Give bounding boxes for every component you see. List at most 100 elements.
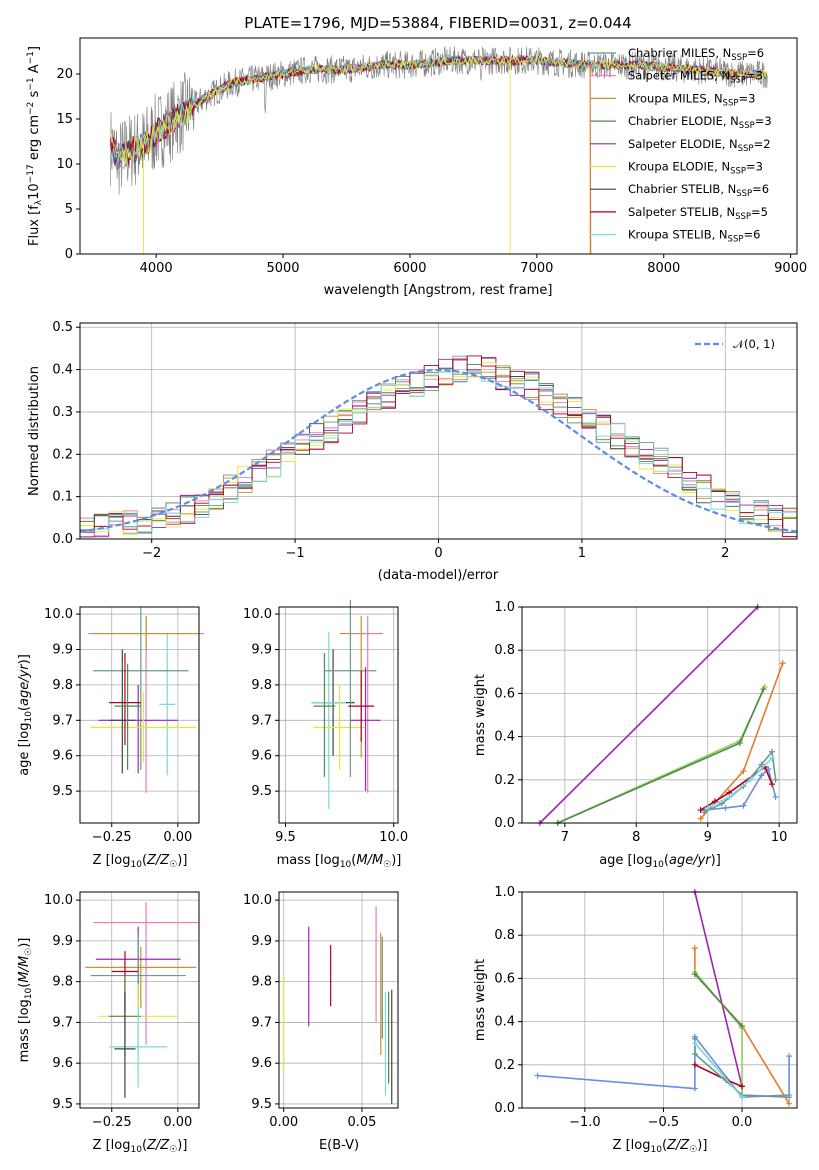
- y-tick-label: 9.8: [52, 975, 73, 990]
- weight-line: [539, 606, 759, 824]
- mass-vs-Z-panel: −0.25 0.00 9.5 9.6 9.7 9.8 9.9 10.0 Z [log10(Z/…: [17, 891, 200, 1155]
- y-tick-label: 10.0: [243, 607, 272, 622]
- x-tick-label: −0.25: [92, 1115, 132, 1130]
- mass-vs-Z-errorbars: [85, 902, 199, 1098]
- y-tick-label: 9.5: [52, 784, 73, 799]
- y-tick-label: 10.0: [44, 893, 73, 908]
- weight-line: [557, 686, 766, 824]
- weight-marker: [786, 1094, 793, 1101]
- y-tick-label: 1.0: [494, 885, 515, 900]
- x-tick-label: 9: [704, 830, 712, 845]
- weight-line: [537, 1034, 790, 1099]
- residual-panel: −2 −1 0 1 2 0.0 0.1 0.2 0.3 0.4 0.5 (data-model)/e…: [27, 320, 798, 583]
- x-tick-label: 2: [721, 546, 729, 561]
- weight-marker: [736, 740, 743, 747]
- y-tick-label: 9.5: [251, 1097, 272, 1112]
- residual-histograms: [79, 355, 798, 538]
- x-tick-label: 5000: [266, 261, 299, 276]
- y-tick-label: 10: [56, 157, 73, 172]
- weight-marker: [786, 1100, 793, 1107]
- age-vs-Z-panel: −0.25 0.00 9.5 9.6 9.7 9.8 9.9 10.0 Z [log10(Z/…: [17, 606, 205, 870]
- y-tick-label: 0.0: [494, 1101, 515, 1116]
- weight-line: [694, 891, 743, 1087]
- mass-vs-EBV-xlabel: E(B-V): [319, 1138, 359, 1153]
- x-tick-label: 1: [578, 546, 586, 561]
- x-tick-label: −0.5: [648, 1115, 680, 1130]
- y-tick-label: 9.9: [251, 642, 272, 657]
- weight-marker: [769, 781, 775, 788]
- weight-line: [557, 688, 765, 824]
- weight-marker: [769, 748, 775, 755]
- legend-entry: Chabrier MILES, NSSP=6: [628, 46, 764, 63]
- mass-vs-EBV-panel: 0.00 0.05 9.5 9.6 9.7 9.8 9.9 10.0 E(B-V): [243, 891, 399, 1153]
- weight-marker: [691, 1051, 698, 1057]
- age-vs-Z-xlabel: Z [log10(Z/Z☉)]: [93, 853, 188, 870]
- weight-vs-age-panel: 7 8 9 10 0.0 0.2 0.4 0.6 0.8 1.0 age [log10(age/y…: [473, 600, 798, 870]
- weight-marker: [740, 802, 747, 809]
- legend-entry: Chabrier STELIB, NSSP=6: [628, 182, 769, 199]
- y-tick-label: 9.7: [52, 1015, 73, 1030]
- y-tick-label: 0.8: [494, 643, 515, 658]
- y-tick-label: 15: [56, 112, 73, 127]
- y-tick-label: 10.0: [243, 893, 272, 908]
- y-tick-label: 0.3: [52, 405, 73, 420]
- mass-vs-Z-ylabel: mass [log10(M/M☉)]: [17, 938, 34, 1063]
- residual-legend: 𝒩(0, 1): [695, 337, 775, 351]
- legend-entry: Kroupa STELIB, NSSP=6: [628, 228, 760, 245]
- weight-marker: [769, 755, 775, 762]
- x-tick-label: 0.00: [269, 1115, 298, 1130]
- weight-marker: [691, 1061, 698, 1068]
- weight-marker: [697, 807, 704, 814]
- weight-marker: [760, 686, 767, 693]
- weight-vs-age-xlabel: age [log10(age/yr)]: [599, 853, 721, 870]
- x-tick-label: 0.00: [163, 830, 192, 845]
- weight-marker: [726, 794, 733, 801]
- y-tick-label: 9.7: [52, 713, 73, 728]
- x-tick-label: 4000: [140, 261, 173, 276]
- weight-marker: [691, 1085, 698, 1092]
- y-tick-label: 0.2: [52, 447, 73, 462]
- y-tick-label: 0.2: [494, 773, 515, 788]
- y-tick-label: 9.6: [251, 749, 272, 764]
- weight-vs-Z-panel: −1.0 −0.5 0.0 0.0 0.2 0.4 0.6 0.8 1.0 Z [log10(Z…: [473, 885, 798, 1155]
- figure-title: PLATE=1796, MJD=53884, FIBERID=0031, z=0…: [244, 14, 631, 32]
- x-tick-label: −1: [286, 546, 305, 561]
- y-tick-label: 0.5: [52, 320, 73, 335]
- weight-marker: [772, 776, 779, 783]
- weight-marker: [534, 1072, 541, 1079]
- weight-marker: [691, 945, 698, 952]
- weight-marker: [758, 772, 765, 779]
- y-tick-label: 5: [65, 202, 73, 217]
- spectrum-panel: 4000 5000 6000 7000 8000 9000 0 5 10 15 20 wavelen…: [26, 37, 807, 298]
- y-tick-label: 9.9: [52, 934, 73, 949]
- y-tick-label: 0.1: [52, 490, 73, 505]
- x-tick-label: 10: [771, 830, 788, 845]
- y-tick-label: 10.0: [44, 607, 73, 622]
- legend-entry: Kroupa ELODIE, NSSP=3: [628, 160, 763, 177]
- weight-marker: [739, 1083, 745, 1090]
- y-tick-label: 0.0: [494, 816, 515, 831]
- x-tick-label: 0: [434, 546, 442, 561]
- spectrum-axes: [79, 37, 798, 255]
- x-tick-label: 0.0: [732, 1115, 753, 1130]
- spectrum-lines: [110, 46, 769, 255]
- y-tick-label: 9.5: [52, 1097, 73, 1112]
- weight-marker: [779, 660, 786, 667]
- y-tick-label: 9.8: [251, 678, 272, 693]
- weight-marker: [740, 768, 747, 775]
- y-tick-label: 9.9: [251, 934, 272, 949]
- x-tick-label: 9000: [774, 261, 807, 276]
- y-tick-label: 0.4: [52, 363, 73, 378]
- normal-curve: [79, 368, 798, 533]
- y-tick-label: 0: [65, 247, 73, 262]
- age-vs-mass-panel: 9.5 10.0 9.5 9.6 9.7 9.8 9.9 10.0 mass [log10(M…: [243, 599, 408, 870]
- x-tick-label: −1.0: [569, 1115, 601, 1130]
- y-tick-label: 9.6: [251, 1056, 272, 1071]
- y-tick-label: 9.8: [52, 678, 73, 693]
- age-vs-Z-errorbars: [87, 607, 205, 793]
- age-vs-Z-ylabel: age [log10(age/yr)]: [17, 654, 34, 776]
- weight-marker: [758, 761, 765, 768]
- spectrum-spike: [589, 64, 592, 255]
- legend-entry: Salpeter MILES, NSSP=3: [628, 69, 763, 86]
- x-tick-label: 7: [561, 830, 569, 845]
